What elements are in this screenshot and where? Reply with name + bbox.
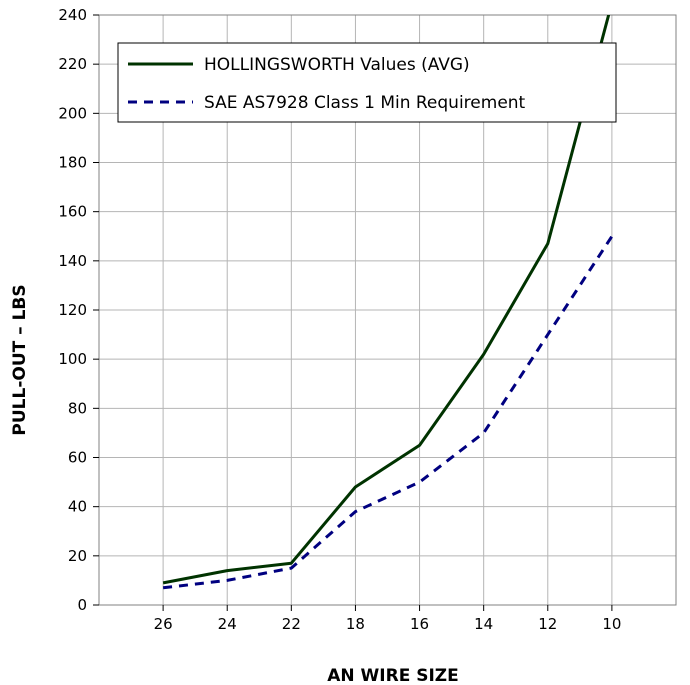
legend-label-hollingsworth: HOLLINGSWORTH Values (AVG) <box>204 55 470 75</box>
y-tick-label: 160 <box>58 203 87 221</box>
y-tick-label: 200 <box>58 104 87 122</box>
x-tick-label: 22 <box>282 615 301 633</box>
x-tick-label: 12 <box>538 615 557 633</box>
legend-box <box>117 42 617 123</box>
legend-label-sae: SAE AS7928 Class 1 Min Requirement <box>204 93 526 113</box>
x-axis-title: AN WIRE SIZE <box>327 666 459 685</box>
x-tick-label: 16 <box>410 615 429 633</box>
y-tick-label: 20 <box>68 547 87 565</box>
y-axis-ticks: 0 20 40 60 80 100 120 140 160 180 200 220 240 <box>58 6 99 614</box>
x-tick-label: 24 <box>218 615 237 633</box>
legend: HOLLINGSWORTH Values (AVG) SAE AS7928 Cl… <box>117 42 617 123</box>
y-axis-title: PULL-OUT – LBS <box>10 284 30 435</box>
x-tick-label: 14 <box>474 615 493 633</box>
y-tick-label: 80 <box>68 399 87 417</box>
y-tick-label: 220 <box>58 55 87 73</box>
y-tick-label: 60 <box>68 449 87 467</box>
y-tick-label: 40 <box>68 498 87 516</box>
y-tick-label: 0 <box>77 596 87 614</box>
y-tick-label: 240 <box>58 6 87 24</box>
x-axis-ticks: 26 24 22 18 16 14 12 10 <box>154 605 621 633</box>
series-layer <box>162 15 614 590</box>
y-tick-label: 140 <box>58 252 87 270</box>
y-tick-label: 120 <box>58 301 87 319</box>
x-tick-label: 26 <box>154 615 173 633</box>
series-line-sae <box>162 235 614 590</box>
x-tick-label: 18 <box>346 615 365 633</box>
y-tick-label: 100 <box>58 350 87 368</box>
series-line-hollingsworth <box>162 15 611 585</box>
y-tick-label: 180 <box>58 154 87 172</box>
x-tick-label: 10 <box>602 615 621 633</box>
